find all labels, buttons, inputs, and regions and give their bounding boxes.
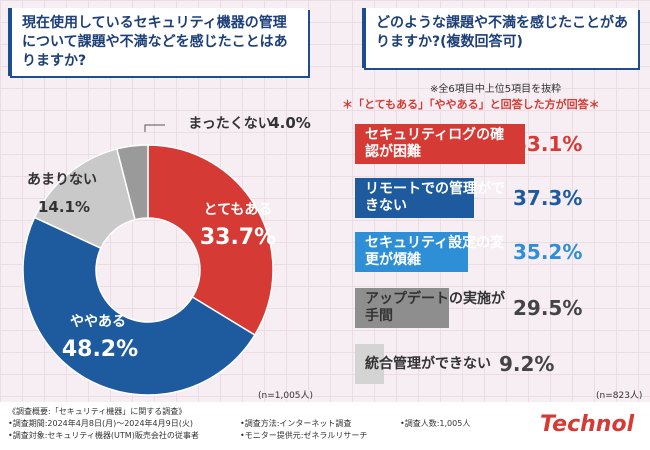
leader-line [144, 124, 165, 132]
footer-line: •調査期間:2024年4月8日(月)～2024年4月9日(火) [8, 419, 193, 428]
bar-value: 35.2% [513, 240, 583, 264]
footer-line: •調査方法:インターネット調査 [240, 419, 352, 428]
bar-row: セキュリティログの確認が困難 53.1% [355, 124, 582, 164]
slice-label: まったくない [188, 116, 271, 132]
bar-row: アップデートの実施が手間 29.5% [355, 288, 582, 328]
slice-value: 14.1% [38, 198, 90, 216]
footer-line: •調査対象:セキュリティ機器(UTM)販売会社の従事者 [8, 431, 199, 440]
annotation: ＊「とてもある」「ややある」と回答した方が回答＊ [342, 98, 600, 111]
slice-value: 33.7% [200, 225, 276, 250]
bar-label: アップデートの実施が手間 [365, 291, 505, 324]
slice-label: あまりない [27, 172, 97, 188]
bar-value: 37.3% [513, 186, 583, 210]
bar-value: 29.5% [513, 296, 583, 320]
bar [355, 124, 525, 164]
logo: Technol [540, 412, 635, 437]
slice-value: 48.2% [62, 337, 138, 362]
slice-label: ややある [70, 314, 126, 330]
footer-line: •調査人数:1,005人 [400, 419, 471, 428]
bar-label: リモートでの管理ができない [365, 181, 505, 214]
bar-row: セキュリティ設定の変更が煩雑 35.2% [355, 232, 582, 272]
bar-row: リモートでの管理ができない 37.3% [355, 178, 582, 218]
footer-line: 《調査概要:「セキュリティ機器」に関する調査》 [8, 407, 187, 416]
footer-line: •モニター提供元:ゼネラルリサーチ [240, 431, 368, 440]
bar-title: どのような課題や不満を感じたことがありますか?(複数回答可) [362, 8, 638, 68]
subtitle: ※全6項目中上位5項目を抜粋 [430, 84, 562, 95]
slice-value: 4.0% [269, 114, 311, 132]
pie-note: (n=1,005人) [258, 391, 314, 401]
slice-label: とてもある [204, 202, 273, 218]
pie-slice [147, 144, 274, 337]
bar-label: 統合管理ができない [365, 355, 491, 372]
bar [355, 232, 468, 272]
pie-slice [22, 216, 256, 396]
bar [355, 178, 475, 218]
bar-label: セキュリティログの確認が困難 [365, 127, 505, 160]
bar-value: 9.2% [499, 352, 555, 376]
bar [355, 344, 385, 384]
bar-value: 53.1% [513, 132, 583, 156]
bar-note: (n=823人) [596, 391, 643, 401]
bar-label: セキュリティ設定の変更が煩雑 [365, 235, 505, 268]
bar [355, 288, 450, 328]
bar-row: 統合管理ができない 9.2% [355, 344, 554, 384]
pie-title: 現在使用しているセキュリティ機器の管理について課題や不満などを感じたことはありま… [8, 8, 308, 76]
pie-slice [116, 144, 149, 221]
footer: 《調査概要:「セキュリティ機器」に関する調査》 •調査期間:2024年4月8日(… [0, 402, 650, 450]
